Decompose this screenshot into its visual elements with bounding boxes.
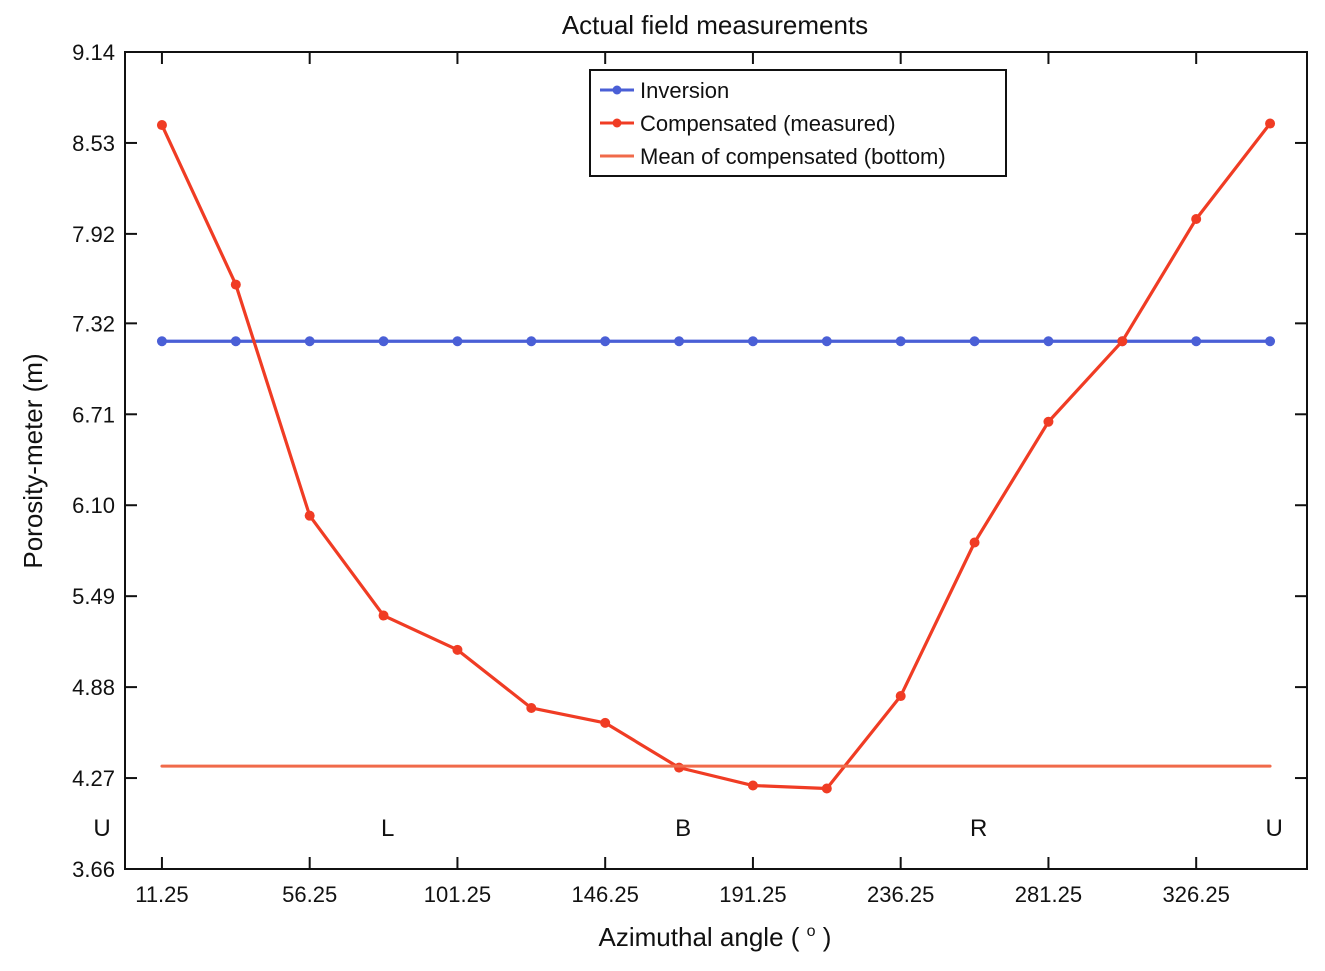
series-point-2 — [526, 702, 537, 713]
direction-label-4: R — [970, 815, 987, 842]
series-point-1 — [452, 336, 463, 347]
series-point-1 — [378, 336, 389, 347]
legend-label-3: Mean of compensated (bottom) — [640, 144, 946, 169]
y-tick-label: 9.14 — [72, 40, 115, 65]
series-point-2 — [1043, 416, 1054, 427]
series-line-2 — [160, 121, 1272, 791]
y-tick-label: 7.32 — [72, 311, 115, 336]
x-tick-label: 326.25 — [1163, 882, 1230, 907]
series-point-2 — [378, 610, 389, 621]
series-point-1 — [1191, 336, 1202, 347]
series-point-1 — [969, 336, 980, 347]
x-axis-label-superscript: o — [807, 923, 816, 940]
series-point-1 — [600, 336, 611, 347]
direction-label-1: U — [93, 815, 110, 842]
plot-area: 11.25 56.25 101.25 146.25 191.25 236.25 281.25… — [72, 40, 1308, 907]
chart-title: Actual field measurements — [562, 10, 868, 40]
direction-label-3: B — [675, 815, 691, 842]
y-tick-label: 5.49 — [72, 584, 115, 609]
series-point-1 — [1043, 336, 1054, 347]
legend-marker-2 — [612, 118, 622, 128]
x-tick-label: 281.25 — [1015, 882, 1082, 907]
x-tick-label: 11.25 — [135, 882, 188, 907]
x-tick-label: 236.25 — [867, 882, 934, 907]
plot-frame — [124, 51, 1308, 870]
legend-label-1: Inversion — [640, 78, 729, 103]
legend-marker-1 — [612, 85, 622, 95]
series-point-1 — [674, 336, 685, 347]
y-tick-label: 3.66 — [72, 857, 115, 882]
x-tick-label: 146.25 — [572, 882, 639, 907]
series-point-2 — [1265, 118, 1276, 129]
series-point-2 — [895, 691, 906, 702]
series-point-2 — [1117, 336, 1128, 347]
series-point-2 — [1191, 213, 1202, 224]
series-point-1 — [895, 336, 906, 347]
y-tick-label: 6.71 — [72, 402, 115, 427]
y-tick-label: 8.53 — [72, 131, 115, 156]
y-axis-label: Porosity-meter (m) — [18, 353, 48, 568]
x-tick-label: 191.25 — [719, 882, 786, 907]
x-tick-label: 101.25 — [424, 882, 491, 907]
series-point-1 — [230, 336, 241, 347]
series-point-2 — [452, 644, 463, 655]
series-point-2 — [304, 510, 315, 521]
series-point-1 — [526, 336, 537, 347]
x-tick-label: 56.25 — [282, 882, 337, 907]
y-tick-label: 7.92 — [72, 222, 115, 247]
series-point-2 — [969, 537, 980, 548]
direction-label-5: U — [1265, 815, 1282, 842]
y-tick-label: 4.88 — [72, 675, 115, 700]
legend-label-2: Compensated (measured) — [640, 111, 896, 136]
y-tick-label: 4.27 — [72, 766, 115, 791]
series-point-1 — [156, 336, 167, 347]
x-axis-label-main: Azimuthal angle ( — [599, 922, 800, 952]
legend — [589, 69, 1007, 177]
series-point-1 — [821, 336, 832, 347]
series-point-1 — [304, 336, 315, 347]
series-point-2 — [600, 717, 611, 728]
x-axis-label: Azimuthal angle ( o ) — [599, 912, 832, 952]
series-point-2 — [230, 279, 241, 290]
series-point-2 — [821, 783, 832, 794]
series-point-2 — [156, 120, 167, 131]
series-point-1 — [1265, 336, 1276, 347]
direction-label-2: L — [381, 815, 394, 842]
series-point-1 — [747, 336, 758, 347]
y-tick-label: 6.10 — [72, 493, 115, 518]
x-axis-label-suffix: ) — [823, 922, 832, 952]
series-point-2 — [747, 780, 758, 791]
